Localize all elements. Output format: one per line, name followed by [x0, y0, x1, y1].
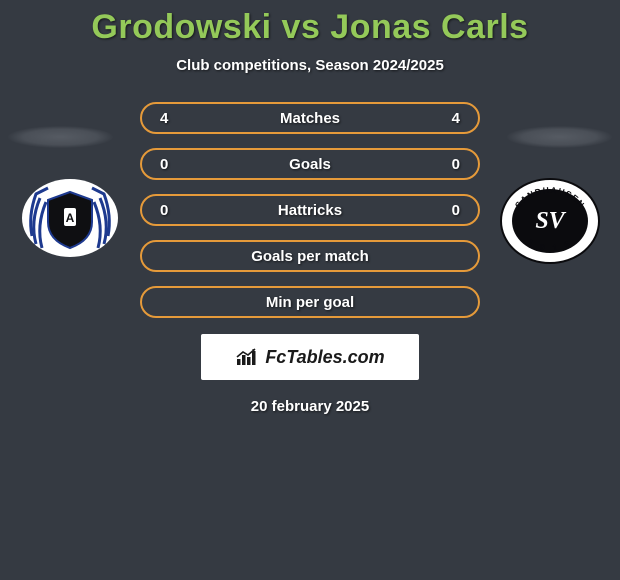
subtitle: Club competitions, Season 2024/2025 — [0, 57, 620, 74]
stat-label: Hattricks — [200, 202, 420, 219]
stat-left-value: 0 — [160, 202, 200, 219]
watermark: FcTables.com — [201, 334, 419, 380]
stat-left-value: 0 — [160, 156, 200, 173]
stat-row: 0 Hattricks 0 — [140, 194, 480, 226]
svg-text:A: A — [66, 211, 75, 225]
stat-right-value: 4 — [420, 110, 460, 127]
arminia-bielefeld-logo: A — [20, 178, 120, 258]
stat-label: Goals per match — [200, 248, 420, 265]
stat-row: Goals per match — [140, 240, 480, 272]
page-title: Grodowski vs Jonas Carls — [0, 0, 620, 47]
stat-left-value: 4 — [160, 110, 200, 127]
bar-chart-icon — [235, 347, 259, 367]
watermark-text: FcTables.com — [265, 347, 384, 368]
stat-label: Min per goal — [200, 294, 420, 311]
stat-row: 4 Matches 4 — [140, 102, 480, 134]
svg-text:SV: SV — [535, 208, 566, 234]
stat-right-value: 0 — [420, 156, 460, 173]
player-shadow-left — [8, 126, 113, 148]
stat-right-value: 0 — [420, 202, 460, 219]
stat-label: Goals — [200, 156, 420, 173]
club-logo-right: · SANDHAUSEN · 1 9 1 6 SV — [500, 178, 600, 264]
club-logo-left: A — [20, 178, 120, 258]
stat-row: Min per goal — [140, 286, 480, 318]
date-label: 20 february 2025 — [0, 398, 620, 415]
stat-row: 0 Goals 0 — [140, 148, 480, 180]
sv-sandhausen-logo: · SANDHAUSEN · 1 9 1 6 SV — [500, 178, 600, 264]
player-shadow-right — [507, 126, 612, 148]
stat-label: Matches — [200, 110, 420, 127]
